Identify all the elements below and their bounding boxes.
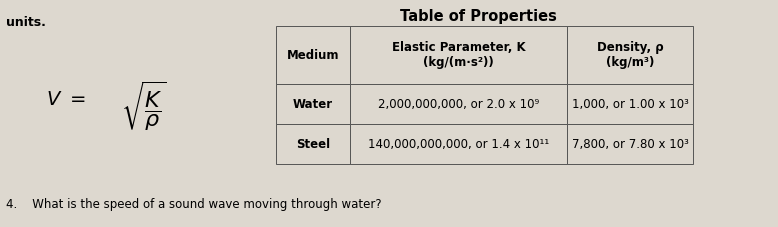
Text: $\sqrt{\dfrac{K}{\rho}}$: $\sqrt{\dfrac{K}{\rho}}$ bbox=[121, 80, 166, 133]
Text: $V\ =$: $V\ =$ bbox=[46, 90, 86, 109]
Text: Table of Properties: Table of Properties bbox=[400, 9, 557, 24]
Text: units.: units. bbox=[6, 16, 46, 29]
Text: 4.    What is the speed of a sound wave moving through water?: 4. What is the speed of a sound wave mov… bbox=[6, 198, 382, 211]
